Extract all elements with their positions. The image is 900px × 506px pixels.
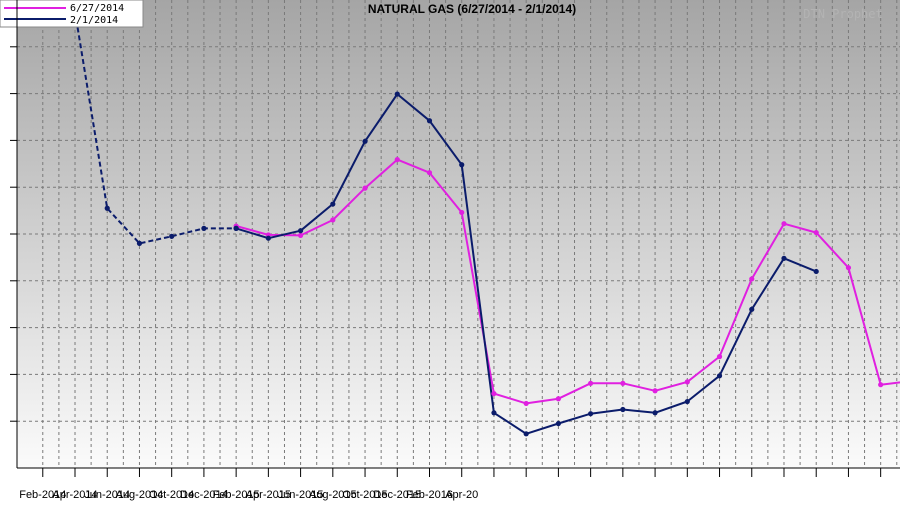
plot-background (17, 0, 900, 468)
grid (17, 0, 900, 468)
legend: 6/27/2014 2/1/2014 (0, 0, 144, 28)
data-point-0 (652, 388, 658, 394)
legend-label-2-1-2014: 2/1/2014 (70, 15, 118, 26)
data-point-2 (104, 205, 110, 211)
data-point-0 (684, 379, 690, 385)
x-tick-label: Aug-2014 (116, 489, 164, 501)
data-point-1 (523, 431, 529, 437)
x-tick-label: Jun-2015 (278, 489, 324, 501)
data-point-0 (781, 221, 787, 227)
data-point-0 (749, 276, 755, 282)
data-point-1 (588, 411, 594, 417)
data-point-0 (523, 400, 529, 407)
data-point-0 (716, 354, 723, 360)
data-point-1 (459, 162, 465, 168)
watermark: DTN Prophet (803, 7, 882, 21)
data-point-1 (362, 138, 368, 144)
series-line-0 (235, 158, 900, 405)
x-tick-label: Apr-20 (445, 489, 478, 501)
data-point-2 (233, 225, 239, 231)
data-point-1 (813, 268, 819, 275)
data-point-2 (201, 225, 207, 231)
data-point-0 (459, 209, 465, 216)
data-point-0 (588, 380, 594, 386)
x-tick-label: Oct-2015 (342, 489, 387, 501)
data-point-1 (749, 306, 755, 312)
data-point-1 (265, 235, 271, 241)
data-point-1 (555, 420, 562, 427)
x-axis: Feb-2014Apr-2014Jun-2014Aug-2014Oct-2014… (10, 0, 900, 501)
x-tick-label: Aug-2015 (309, 489, 357, 501)
data-point-0 (362, 185, 368, 191)
series-group (72, 9, 900, 437)
data-point-1 (297, 228, 304, 234)
data-point-1 (620, 406, 626, 413)
data-point-1 (716, 373, 723, 379)
x-tick-label: Apr-2014 (52, 489, 97, 501)
x-tick-label: Apr-2015 (246, 489, 291, 501)
x-tick-label: Dec-2014 (180, 489, 228, 501)
x-tick-label: Feb-2015 (213, 489, 260, 501)
data-point-0 (330, 217, 336, 223)
chart-title: NATURAL GAS (6/27/2014 - 2/1/2014) (368, 2, 576, 16)
x-tick-label: Feb-2016 (406, 489, 453, 501)
data-point-1 (781, 255, 787, 261)
data-point-1 (491, 410, 497, 416)
data-point-0 (620, 380, 626, 386)
data-point-2 (136, 240, 143, 246)
data-point-0 (394, 156, 400, 163)
data-point-1 (652, 410, 658, 416)
data-point-0 (878, 382, 884, 388)
data-point-0 (426, 170, 433, 176)
data-point-0 (813, 229, 819, 236)
x-tick-label: Jun-2014 (84, 489, 130, 501)
data-point-1 (330, 201, 336, 207)
data-point-2 (169, 233, 175, 239)
data-point-0 (297, 232, 304, 239)
legend-box (0, 0, 144, 28)
data-point-1 (394, 91, 400, 97)
x-tick-label: Feb-2014 (19, 489, 66, 501)
data-point-1 (684, 398, 690, 405)
data-point-0 (555, 396, 562, 402)
legend-label-6-27-2014: 6/27/2014 (70, 3, 124, 14)
x-tick-label: Oct-2014 (149, 489, 194, 501)
data-point-1 (426, 118, 433, 124)
x-tick-label: Dec-2015 (373, 489, 421, 501)
data-point-0 (491, 390, 497, 397)
data-point-0 (845, 265, 852, 271)
